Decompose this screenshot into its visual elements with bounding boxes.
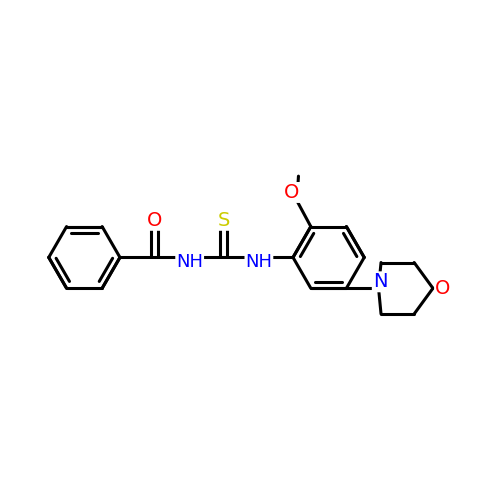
Text: NH: NH — [246, 254, 272, 272]
Text: O: O — [147, 211, 162, 230]
Text: S: S — [218, 211, 230, 230]
Text: NH: NH — [176, 254, 203, 272]
Text: O: O — [435, 278, 450, 297]
Text: N: N — [373, 272, 388, 291]
Text: O: O — [284, 183, 300, 202]
